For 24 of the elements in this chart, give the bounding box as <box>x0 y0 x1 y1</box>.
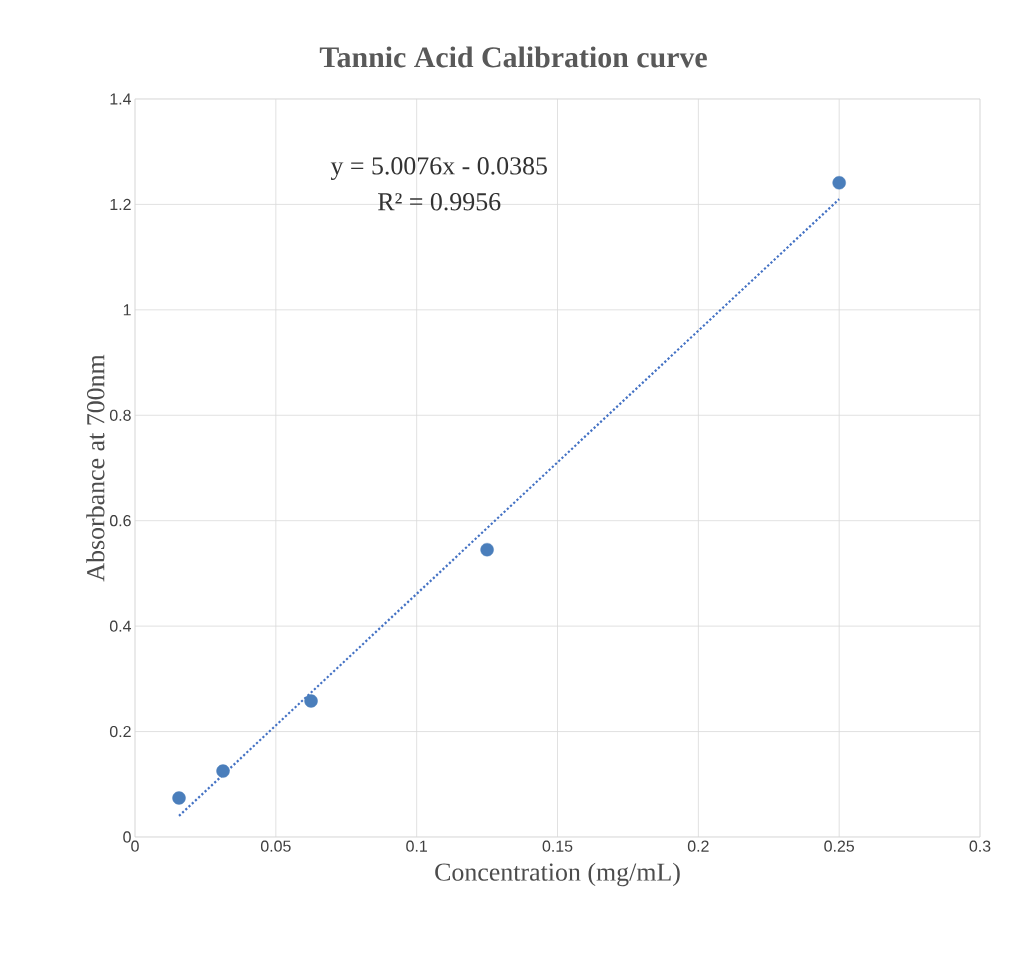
x-tick-label: 0.1 <box>406 840 427 852</box>
point <box>172 791 186 805</box>
x-tick-label: 0.05 <box>260 840 291 852</box>
annotation: y = 5.0076x - 0.0385 <box>330 157 547 180</box>
point <box>832 176 846 190</box>
point <box>304 694 318 708</box>
annotation: R² = 0.9956 <box>378 192 501 211</box>
y-tick-label: 1 <box>123 304 131 316</box>
y-tick-label: 1.4 <box>110 93 132 105</box>
x-tick-label: 0.3 <box>969 840 991 852</box>
y-tick-label: 0.2 <box>109 725 131 738</box>
x-tick-label: 0.25 <box>824 840 855 852</box>
y-axis-title: Absorbance at 700nm <box>86 354 105 582</box>
y-tick-label: 1.2 <box>110 198 131 210</box>
point <box>216 764 230 778</box>
x-tick-label: 0.2 <box>687 840 709 852</box>
y-tick-label: 0.8 <box>109 409 131 421</box>
y-tick-label: 0 <box>123 831 131 843</box>
x-tick-label: 0.15 <box>542 840 573 852</box>
chart-title: Tannic Acid Calibration curve <box>319 46 707 68</box>
x-axis-title: Concentration (mg/mL) <box>435 862 680 887</box>
y-tick-label: 0.6 <box>109 515 131 527</box>
y-tick-label: 0.4 <box>109 620 132 632</box>
point <box>480 542 494 557</box>
